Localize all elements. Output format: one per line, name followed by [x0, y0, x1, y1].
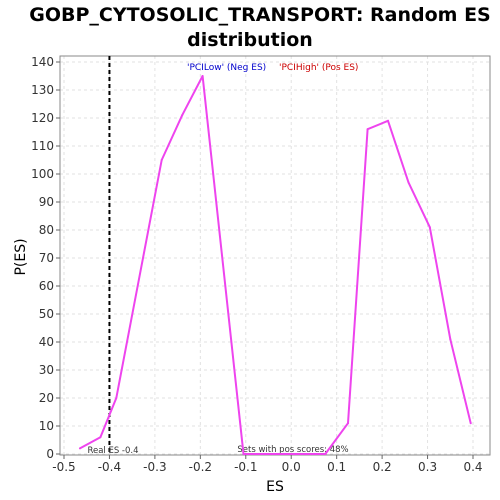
- series-point-0-8: [347, 422, 350, 425]
- series-point-0-14: [469, 422, 472, 425]
- series-point-0-4: [181, 114, 184, 117]
- y-tick-label-10: 100: [31, 167, 54, 181]
- y-tick-label-2: 20: [39, 391, 54, 405]
- plot-background: [60, 56, 490, 455]
- x-tick-label-0: -0.5: [52, 460, 75, 474]
- x-tick-label-6: 0.1: [327, 460, 346, 474]
- series-point-0-11: [407, 181, 410, 184]
- legend-entry-0: 'PCILow' (Neg ES): [187, 63, 266, 73]
- y-tick-label-11: 110: [31, 139, 54, 153]
- y-tick-label-5: 50: [39, 307, 54, 321]
- series-point-0-10: [387, 119, 390, 122]
- y-tick-label-14: 140: [31, 55, 54, 69]
- chart-title-line1: GOBP_CYTOSOLIC_TRANSPORT: Random ES: [29, 4, 491, 26]
- series-point-0-13: [449, 338, 452, 341]
- x-tick-label-9: 0.4: [463, 460, 482, 474]
- series-point-0-5: [201, 75, 204, 77]
- series-point-0-12: [428, 226, 431, 229]
- x-tick-label-2: -0.3: [143, 460, 166, 474]
- x-tick-label-8: 0.3: [418, 460, 437, 474]
- y-tick-label-13: 130: [31, 83, 54, 97]
- chart-title-line2: distribution: [187, 29, 313, 51]
- y-tick-label-8: 80: [39, 223, 54, 237]
- series-point-0-2: [115, 397, 118, 399]
- real-es-label: Real ES -0.4: [87, 446, 138, 456]
- series-point-0-9: [366, 128, 369, 131]
- series-point-0-7: [324, 453, 327, 455]
- x-tick-label-4: -0.1: [234, 460, 257, 474]
- y-tick-label-0: 0: [46, 447, 54, 461]
- y-tick-label-9: 90: [39, 195, 54, 209]
- legend-entry-1: 'PCIHigh' (Pos ES): [279, 63, 358, 73]
- series-point-0-3: [160, 159, 163, 161]
- y-tick-label-7: 70: [39, 251, 54, 265]
- plot-area: -0.5 -0.4 -0.3 -0.2 -0.1 0.0 0.1 0.2 0.3 0.4 0 10 20…: [31, 55, 491, 474]
- y-tick-label-3: 30: [39, 363, 54, 377]
- x-tick-label-3: -0.2: [189, 460, 212, 474]
- series-point-0-0: [78, 447, 81, 450]
- y-axis-label: P(ES): [13, 238, 29, 275]
- x-tick-label-5: 0.0: [282, 460, 301, 474]
- pos-scores-annotation: Sets with pos scores: 48%: [237, 445, 348, 455]
- series-point-0-1: [99, 436, 102, 439]
- x-tick-label-1: -0.4: [98, 460, 121, 474]
- y-tick-label-12: 120: [31, 111, 54, 125]
- x-axis-label: ES: [266, 479, 284, 495]
- y-tick-label-4: 40: [39, 335, 54, 349]
- series-point-0-6: [242, 453, 245, 455]
- x-tick-label-7: 0.2: [373, 460, 392, 474]
- y-tick-label-6: 60: [39, 279, 54, 293]
- y-tick-label-1: 10: [39, 419, 54, 433]
